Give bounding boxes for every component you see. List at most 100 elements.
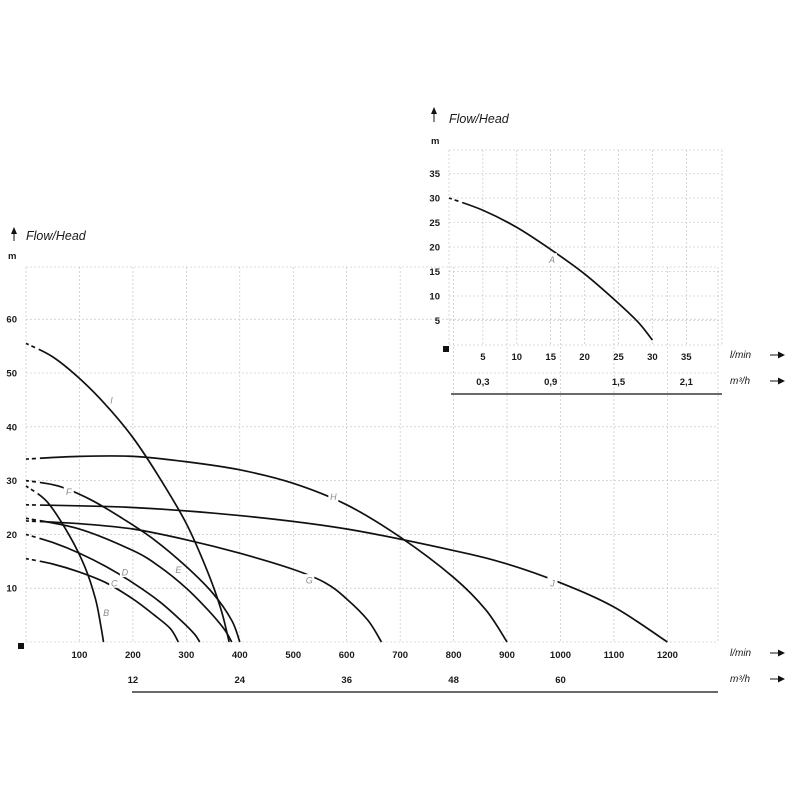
main-y-tick-4: 50 [6, 369, 17, 380]
inset-origin-marker [443, 346, 449, 352]
inset-x-tick-0: 5 [480, 352, 486, 363]
inset-x-axis-label: l/min [730, 350, 752, 361]
inset-x-tick-5: 30 [647, 352, 658, 363]
main-y-arrow-head [11, 227, 17, 234]
inset-curve-label-bg-A [547, 253, 558, 265]
main-curve-label-bg-J [547, 576, 558, 588]
inset-chart-title: Flow/Head [449, 112, 510, 126]
main-curve-line-C [25, 557, 180, 643]
main-curve-label-bg-F [63, 485, 74, 497]
main-curve-J: J [25, 503, 668, 643]
main-origin-marker [18, 643, 24, 649]
main-curve-label-bg-G [304, 574, 315, 586]
inset-secondary-tick-0: 0,3 [476, 377, 489, 388]
main-curve-label-bg-E [173, 563, 184, 575]
inset-secondary-tick-3: 2,1 [680, 377, 694, 388]
main-x-tick-0: 100 [72, 650, 88, 661]
main-y-tick-0: 10 [6, 584, 17, 595]
main-x-arrow-head [778, 649, 785, 657]
main-x-tick-11: 1200 [657, 650, 678, 661]
inset-x-tick-3: 20 [579, 352, 590, 363]
main-curve-B: B [25, 485, 112, 643]
main-curve-E: E [25, 517, 233, 643]
main-curve-label-bg-C [109, 576, 120, 588]
inset-y-arrow-head [431, 107, 437, 114]
main-secondary-tick-3: 48 [448, 675, 459, 686]
inset-chart: Flow/Head m 5 10 15 20 25 30 35 5 10 15 20 25 30 35 l/mi… [429, 112, 752, 395]
inset-x-tick-1: 10 [512, 352, 523, 363]
main-curve-label-F: F [66, 487, 72, 497]
main-secondary-tick-0: 12 [128, 675, 139, 686]
main-chart-title: Flow/Head [26, 229, 87, 243]
main-curve-line-I [25, 342, 230, 643]
main-curve-lead-I [25, 342, 230, 643]
inset-secondary-tick-2: 1,5 [612, 377, 626, 388]
main-curve-line-G [25, 520, 383, 643]
main-curve-line-H [25, 455, 508, 643]
main-curve-I: I [25, 342, 230, 643]
inset-grid [448, 149, 723, 346]
main-curve-line-B [25, 485, 105, 643]
inset-y-tick-0: 5 [435, 316, 441, 327]
main-curve-label-H: H [330, 492, 337, 502]
main-curve-label-G: G [306, 576, 313, 586]
main-curve-label-C: C [111, 578, 118, 588]
inset-x-tick-2: 15 [545, 352, 556, 363]
main-x-tick-9: 1000 [550, 650, 571, 661]
inset-y-axis-label: m [431, 136, 439, 147]
inset-secondary-arrow-head [778, 377, 785, 385]
main-x-tick-4: 500 [285, 650, 301, 661]
main-curve-D: D [25, 533, 201, 643]
main-curve-label-E: E [175, 565, 182, 575]
main-grid [25, 266, 719, 643]
inset-curve-label-A: A [548, 255, 555, 265]
inset-curve-line-A [448, 197, 654, 341]
main-curve-lead-B [25, 485, 105, 643]
main-curve-F: F [25, 479, 241, 643]
main-curve-H: H [25, 455, 508, 643]
inset-secondary-tick-1: 0,9 [544, 377, 557, 388]
inset-y-tick-2: 15 [429, 267, 440, 278]
main-curve-label-bg-B [101, 606, 112, 618]
main-y-tick-1: 20 [6, 530, 17, 541]
main-x-axis-label: l/min [730, 648, 752, 659]
main-curve-line-D [25, 533, 201, 643]
main-curve-label-J: J [549, 578, 555, 588]
inset-y-tick-3: 20 [429, 243, 440, 254]
main-x-tick-8: 900 [499, 650, 515, 661]
main-y-tick-2: 30 [6, 476, 17, 487]
main-curve-label-D: D [122, 568, 129, 578]
inset-x-tick-4: 25 [613, 352, 624, 363]
main-x-tick-6: 700 [392, 650, 408, 661]
main-secondary-tick-2: 36 [341, 675, 352, 686]
main-x-tick-3: 400 [232, 650, 248, 661]
main-x-tick-2: 300 [178, 650, 194, 661]
inset-x-arrow-head [778, 351, 785, 359]
main-secondary-tick-4: 60 [555, 675, 566, 686]
main-curve-label-B: B [103, 608, 109, 618]
main-x-tick-5: 600 [339, 650, 355, 661]
inset-y-tick-4: 25 [429, 218, 440, 229]
main-curve-line-J [25, 503, 668, 643]
inset-x-tick-6: 35 [681, 352, 692, 363]
main-curve-G: G [25, 520, 383, 643]
main-x-tick-1: 200 [125, 650, 141, 661]
main-curve-C: C [25, 557, 180, 643]
main-secondary-axis-label: m³/h [730, 674, 750, 685]
main-x-tick-10: 1100 [604, 650, 625, 661]
main-y-tick-5: 60 [6, 315, 17, 326]
main-y-tick-3: 40 [6, 422, 17, 433]
inset-curve-A: A [448, 197, 654, 341]
inset-y-tick-5: 30 [429, 194, 440, 205]
inset-y-tick-6: 35 [429, 169, 440, 180]
main-curve-line-E [25, 517, 233, 643]
main-x-tick-7: 800 [446, 650, 462, 661]
main-curve-label-bg-I [106, 393, 117, 405]
main-curve-label-I: I [110, 395, 113, 405]
main-secondary-arrow-head [778, 675, 785, 683]
main-y-axis-label: m [8, 251, 16, 262]
main-secondary-tick-1: 24 [235, 675, 246, 686]
inset-y-tick-1: 10 [429, 292, 440, 303]
